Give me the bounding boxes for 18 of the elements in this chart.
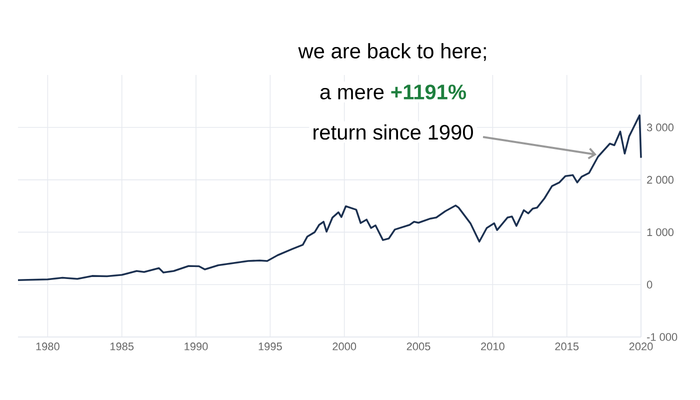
y-tick-label: 0 bbox=[646, 280, 652, 288]
y-tick-label: 2 000 bbox=[647, 176, 674, 184]
x-tick-label: 1985 bbox=[110, 342, 134, 350]
y-tick-label: 1 000 bbox=[647, 228, 674, 236]
y-tick-label: -1 000 bbox=[647, 333, 678, 341]
x-tick-label: 2020 bbox=[629, 342, 653, 350]
x-tick-label: 2015 bbox=[555, 342, 579, 350]
x-tick-label: 1990 bbox=[184, 342, 208, 350]
x-tick-label: 1995 bbox=[258, 342, 282, 350]
text: we are back to here; bbox=[298, 43, 486, 61]
annotation: a mere bbox=[320, 88, 384, 100]
x-tick-label: 2005 bbox=[406, 342, 430, 350]
x-tick-label: 1980 bbox=[36, 342, 60, 350]
x-tick-label: 2010 bbox=[481, 342, 504, 350]
x-tick-label: 2000 bbox=[332, 342, 356, 350]
y-tick-label: 3 000 bbox=[646, 124, 674, 132]
annotation: +1191% bbox=[391, 84, 466, 100]
annotation: return since 1990 bbox=[314, 124, 473, 140]
